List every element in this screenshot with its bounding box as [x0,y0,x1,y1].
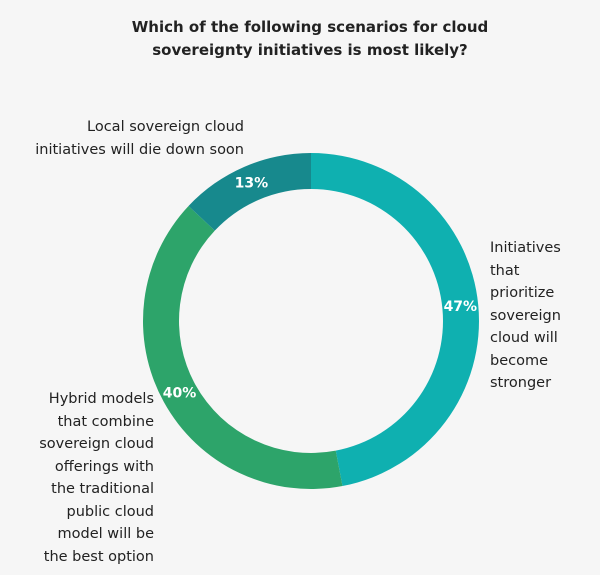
slice-label-hybrid: Hybrid models that combine sovereign clo… [39,391,154,565]
slice-local-value-label: 13% [235,175,269,191]
chart-title: Which of the following scenarios for clo… [60,16,560,62]
slice-hybrid-value-label: 40% [163,385,197,401]
chart-title-line-2: sovereignty initiatives is most likely? [152,41,468,59]
slice-initiatives [311,153,479,487]
slice-initiatives-value-label: 47% [444,299,478,315]
slice-label-local: Local sovereign cloud initiatives will d… [35,119,244,158]
slice-label-initiatives: Initiatives that prioritize sovereign cl… [490,240,561,391]
slice-local [188,153,311,231]
slice-hybrid [143,205,343,489]
chart-title-line-1: Which of the following scenarios for clo… [131,18,489,36]
